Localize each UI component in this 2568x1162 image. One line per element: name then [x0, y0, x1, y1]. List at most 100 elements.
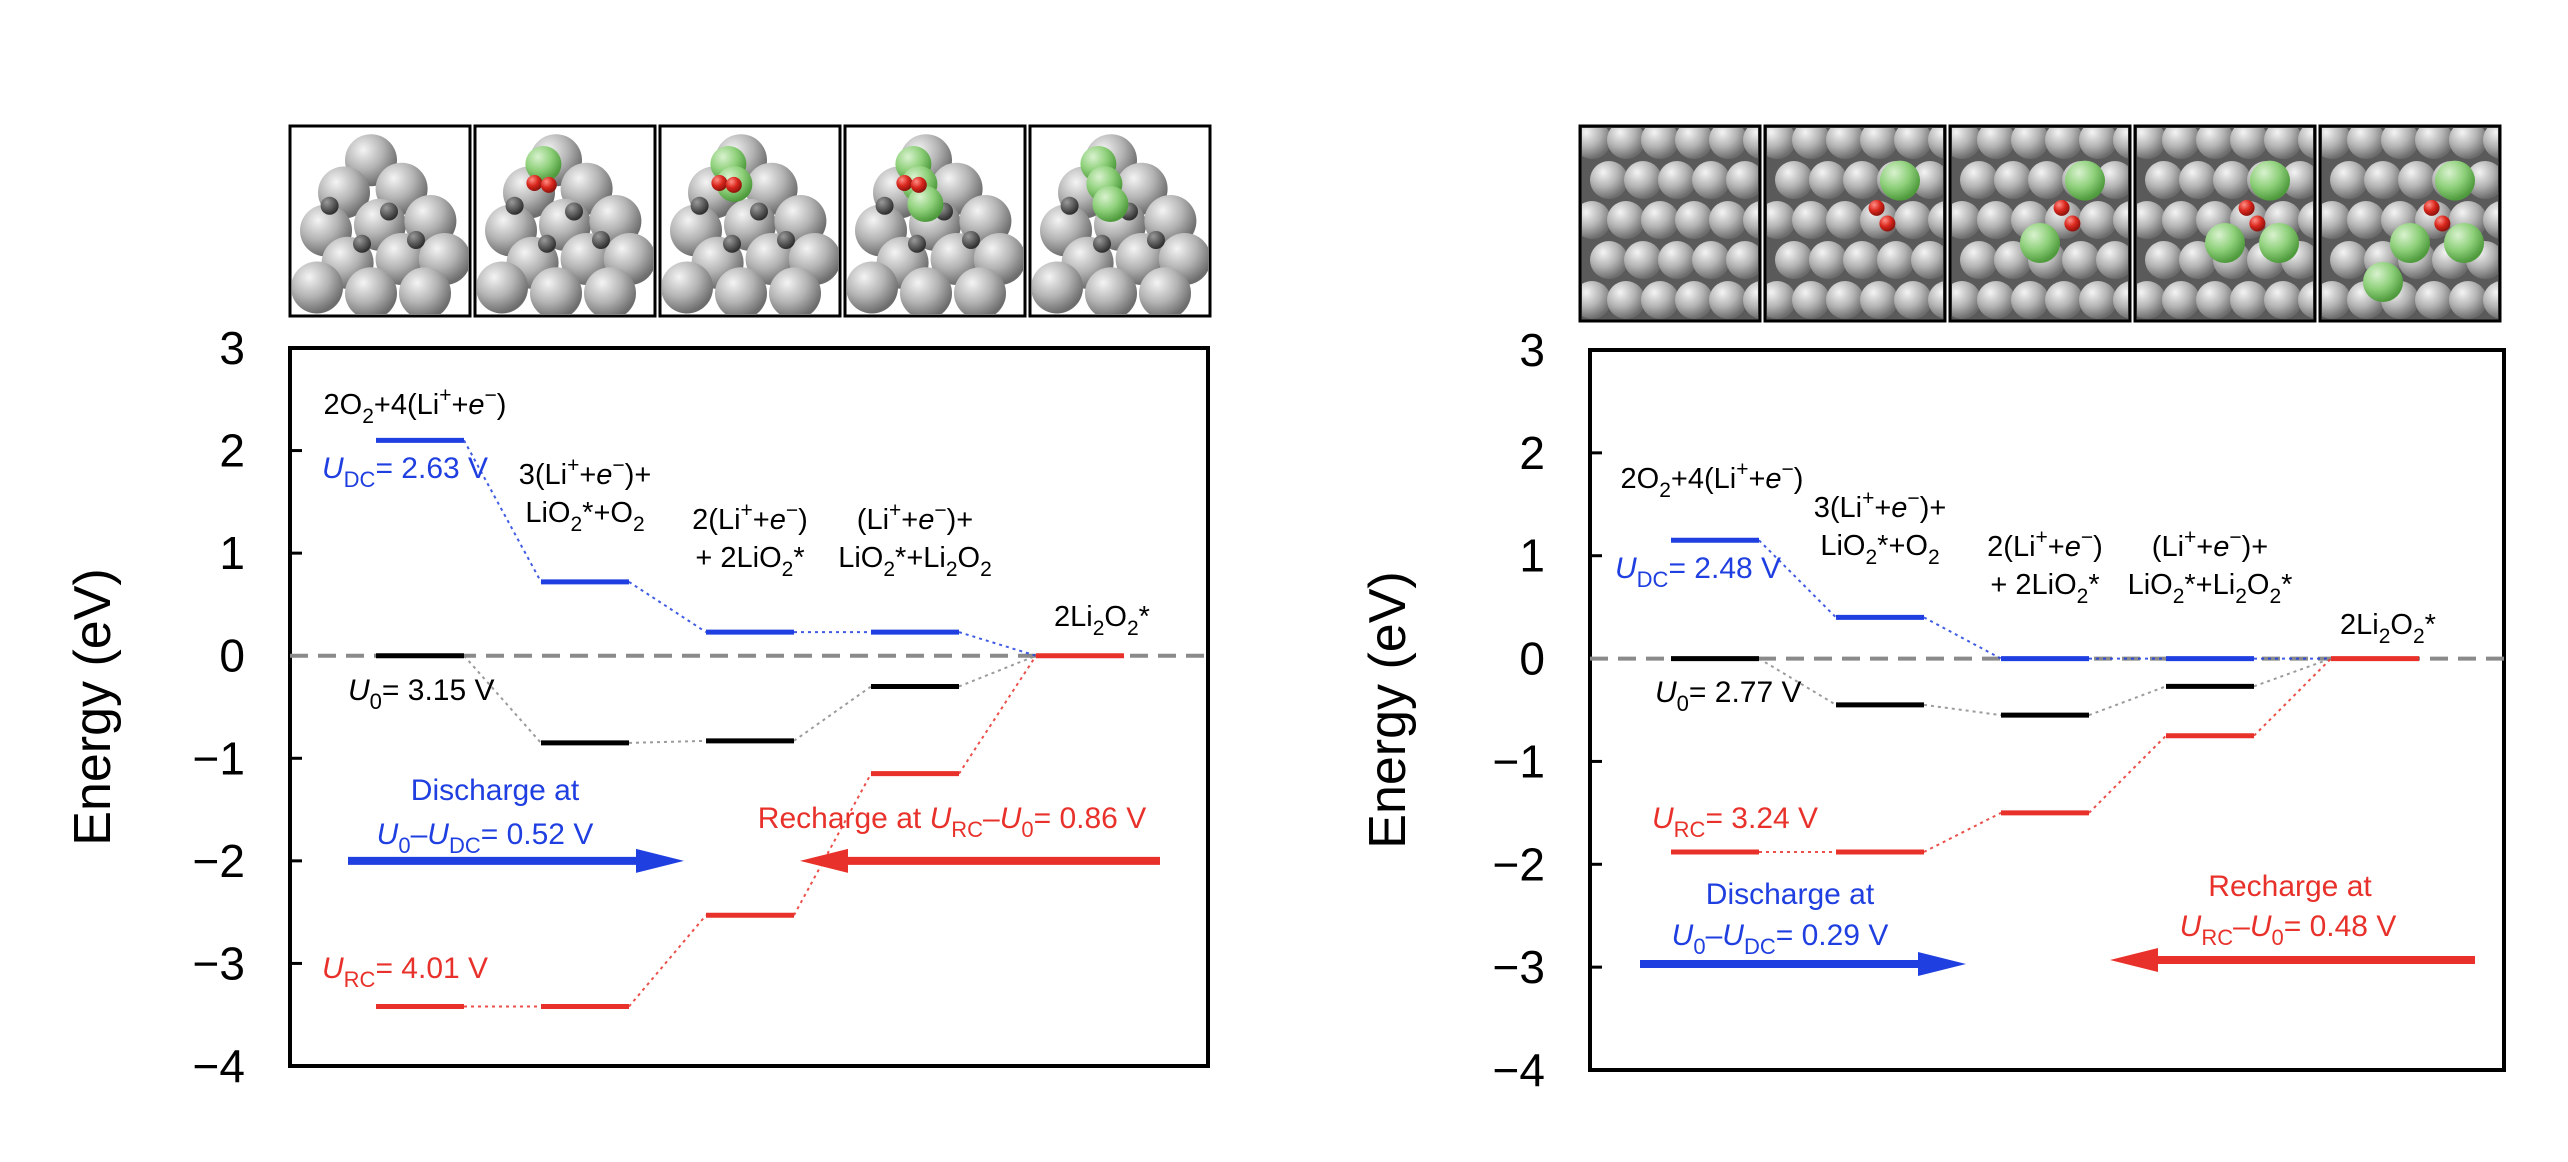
metal-atom — [1641, 128, 1679, 159]
metal-atom — [1960, 241, 1998, 279]
state-label: (Li++e−)+ — [2152, 526, 2268, 563]
metal-atom — [1085, 267, 1137, 314]
lithium-atom — [2363, 262, 2403, 302]
metal-atom — [2162, 281, 2200, 319]
y-tick-label: −3 — [193, 937, 245, 989]
state-label: LiO2*+Li2O2* — [2128, 569, 2293, 608]
state-label: 3(Li++e−)+ — [519, 454, 652, 491]
y-tick-label: 3 — [1519, 324, 1545, 376]
plot-frame — [1588, 348, 2506, 1072]
lithium-atom — [2390, 223, 2430, 263]
metal-atom — [292, 261, 343, 314]
metal-atom — [1977, 201, 2015, 239]
structure-image — [658, 124, 842, 318]
metal-atom — [1726, 161, 1758, 199]
metal-atom — [2145, 241, 2183, 279]
structure-image — [1763, 124, 1947, 323]
carbon-atom — [750, 202, 768, 221]
y-axis: 3 2 1 0 −1 −2 −3 −4 — [193, 322, 302, 1092]
connector — [958, 654, 1037, 688]
metal-atom — [1767, 281, 1796, 319]
metal-atom — [1826, 281, 1864, 319]
metal-atom — [2011, 128, 2049, 159]
metal-atom — [2179, 161, 2217, 199]
metal-atom — [1139, 267, 1191, 314]
metal-atom — [2466, 161, 2498, 199]
y-tick-label: −1 — [1493, 735, 1545, 787]
metal-atom — [584, 267, 636, 314]
connector — [463, 655, 542, 744]
metal-atom — [530, 267, 582, 314]
connector — [1923, 811, 2002, 853]
y-tick-label: 1 — [219, 527, 245, 579]
metal-atom — [2483, 201, 2498, 239]
metal-atom — [1894, 201, 1932, 239]
metal-atom — [2398, 161, 2436, 199]
state-label: 2Li2O2* — [1054, 601, 1150, 640]
y-tick-label: 1 — [1519, 530, 1545, 582]
discharge-annotation: U0–UDC= 0.29 V — [1672, 919, 1889, 959]
metal-atom — [2196, 281, 2234, 319]
metal-atom — [2162, 128, 2200, 159]
y-axis-label: Energy (eV) — [1359, 571, 1417, 848]
metal-atom — [2347, 201, 2385, 239]
state-label: 2(Li++e−) — [692, 499, 808, 536]
metal-atom — [1911, 241, 1943, 279]
metal-atom — [2322, 128, 2351, 159]
metal-atom — [399, 267, 451, 314]
metal-atom — [2162, 201, 2200, 239]
lithium-atom — [2065, 160, 2105, 201]
metal-atom — [1860, 128, 1898, 159]
carbon-atom — [875, 196, 894, 215]
metal-atom — [2079, 128, 2117, 159]
y-axis: 3 2 1 0 −1 −2 −3 −4 — [1493, 324, 1602, 1096]
metal-atom — [1709, 281, 1747, 319]
state-label: + 2LiO2* — [1990, 569, 2099, 608]
metal-atom — [2137, 281, 2166, 319]
connector — [1923, 703, 2002, 717]
metal-atom — [1607, 201, 1645, 239]
metal-atom — [2213, 161, 2251, 199]
metal-atom — [1658, 241, 1696, 279]
metal-atom — [2137, 128, 2166, 159]
metal-atom — [2113, 128, 2128, 159]
metal-atom — [715, 267, 767, 314]
lithium-atom — [907, 186, 944, 222]
carbon-atom — [505, 196, 524, 215]
panel-right: 3 2 1 0 −1 −2 −3 −4 Energy (eV) 2O2+4(Li++e−) 3(Li… — [1359, 124, 2506, 1096]
metal-atom — [2028, 161, 2066, 199]
discharge-annotation: Discharge at — [411, 774, 580, 807]
y-tick-label: −4 — [193, 1040, 245, 1092]
recharge-annotation: URC–U0= 0.48 V — [2180, 910, 2397, 950]
metal-atom — [2079, 281, 2117, 319]
lithium-atom — [1880, 160, 1920, 201]
metal-atom — [2145, 161, 2183, 199]
metal-atom — [2045, 281, 2083, 319]
metal-atom — [1624, 241, 1662, 279]
state-label: 2O2+4(Li++e−) — [324, 384, 507, 428]
panel-left: 3 2 1 0 −1 −2 −3 −4 Energy (eV) 2O2+4(Li++e−) 3(Li… — [64, 124, 1212, 1092]
metal-atom — [2483, 128, 2498, 159]
oxygen-atom — [2249, 215, 2266, 232]
oxygen-atom — [2434, 215, 2451, 232]
plot-frame — [288, 346, 1210, 1068]
oxygen-atom — [540, 176, 557, 193]
connector — [2253, 657, 2332, 737]
metal-atom — [1607, 281, 1645, 319]
carbon-atom — [908, 234, 926, 253]
metal-atom — [1894, 128, 1932, 159]
metal-atom — [2281, 161, 2313, 199]
metal-atom — [1743, 201, 1758, 239]
metal-atom — [2298, 128, 2313, 159]
metal-atom — [2137, 201, 2166, 239]
discharge-arrowhead — [636, 848, 684, 873]
y-tick-label: 0 — [219, 630, 245, 682]
lithium-atom — [2020, 223, 2060, 263]
series-equilibrium — [376, 653, 1037, 746]
carbon-atom — [592, 231, 610, 249]
connector — [1758, 657, 1837, 706]
metal-atom — [900, 267, 952, 314]
metal-atom — [1743, 281, 1758, 319]
recharge-annotation: Recharge at URC–U0= 0.86 V — [758, 802, 1146, 842]
metal-atom — [2113, 281, 2128, 319]
